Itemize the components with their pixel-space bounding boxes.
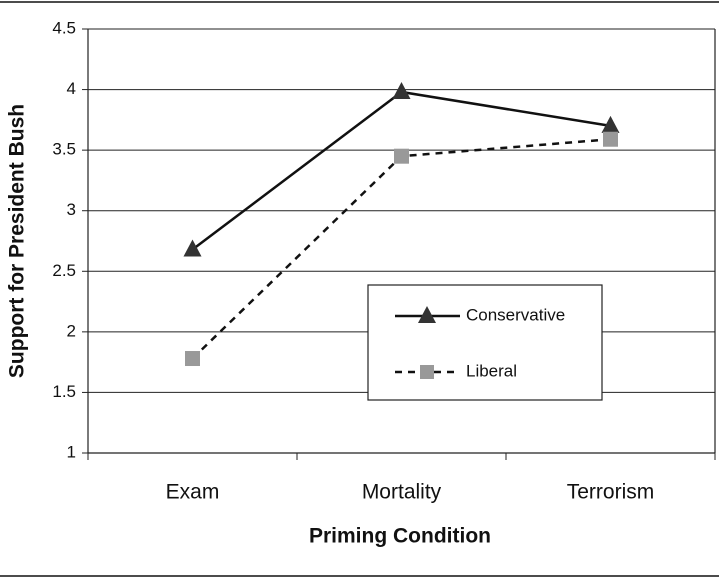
y-tick-label: 2.5 (52, 261, 76, 280)
y-tick-label: 4.5 (52, 18, 76, 37)
y-tick-label: 3.5 (52, 140, 76, 159)
legend-marker (420, 365, 434, 379)
y-axis-title: Support for President Bush (6, 104, 29, 378)
y-tick-label: 3 (67, 200, 76, 219)
legend-label: Conservative (466, 305, 565, 324)
x-axis-title: Priming Condition (309, 525, 491, 548)
marker (603, 131, 618, 147)
legend-label: Liberal (466, 361, 517, 380)
marker (394, 148, 409, 164)
y-tick-label: 2 (67, 321, 76, 340)
x-tick-label: Terrorism (567, 481, 655, 504)
marker (392, 81, 411, 99)
marker (185, 351, 200, 367)
legend-marker (418, 306, 436, 323)
marker (601, 115, 620, 133)
y-tick-label: 1 (67, 442, 76, 461)
x-tick-label: Exam (166, 481, 220, 504)
marker (183, 239, 202, 257)
x-tick-label: Mortality (362, 481, 442, 504)
y-tick-label: 1.5 (52, 382, 76, 401)
y-tick-label: 4 (67, 79, 76, 98)
series-line (191, 90, 611, 251)
legend-box (367, 284, 603, 401)
